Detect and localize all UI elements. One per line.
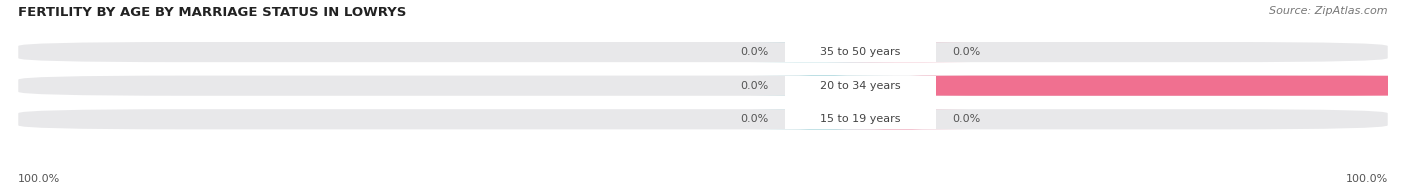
FancyBboxPatch shape [18, 42, 1388, 62]
Text: 15 to 19 years: 15 to 19 years [820, 114, 901, 124]
Text: 100.0%: 100.0% [18, 174, 60, 184]
Text: 0.0%: 0.0% [952, 114, 980, 124]
FancyBboxPatch shape [18, 76, 1388, 96]
FancyBboxPatch shape [751, 76, 894, 96]
FancyBboxPatch shape [785, 76, 936, 96]
Text: 100.0%: 100.0% [1346, 174, 1388, 184]
Text: 0.0%: 0.0% [741, 47, 769, 57]
Text: 20 to 34 years: 20 to 34 years [820, 81, 901, 91]
FancyBboxPatch shape [860, 76, 1406, 96]
Text: 0.0%: 0.0% [952, 47, 980, 57]
FancyBboxPatch shape [827, 109, 970, 129]
Text: 35 to 50 years: 35 to 50 years [820, 47, 901, 57]
Text: Source: ZipAtlas.com: Source: ZipAtlas.com [1270, 6, 1388, 16]
Text: FERTILITY BY AGE BY MARRIAGE STATUS IN LOWRYS: FERTILITY BY AGE BY MARRIAGE STATUS IN L… [18, 6, 406, 19]
FancyBboxPatch shape [751, 109, 894, 129]
FancyBboxPatch shape [785, 42, 936, 62]
FancyBboxPatch shape [751, 42, 894, 62]
Text: 0.0%: 0.0% [741, 114, 769, 124]
FancyBboxPatch shape [18, 109, 1388, 129]
FancyBboxPatch shape [785, 109, 936, 129]
FancyBboxPatch shape [827, 42, 970, 62]
Text: 0.0%: 0.0% [741, 81, 769, 91]
